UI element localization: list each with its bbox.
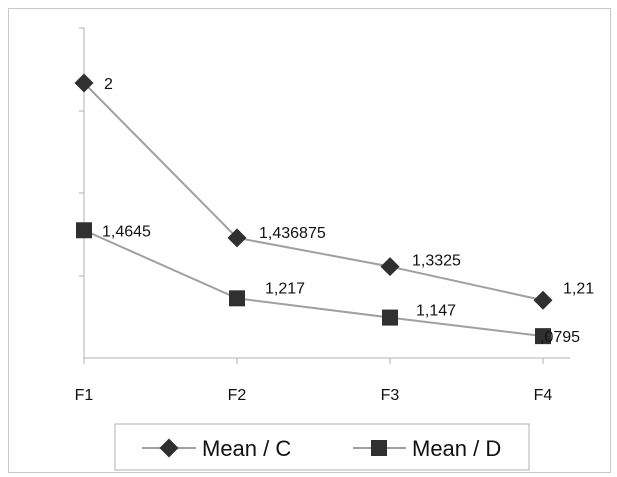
data-label: 1,21 (563, 280, 594, 297)
axis-layer: F1 F2 F3 F4 (75, 27, 570, 404)
data-label: 1,3325 (412, 253, 461, 270)
diamond-marker (533, 290, 553, 310)
series-markers (74, 73, 553, 345)
x-tick-label: F2 (228, 387, 247, 404)
square-marker (76, 222, 92, 239)
data-label: 1,147 (416, 303, 456, 320)
legend-label: Mean / C (202, 436, 291, 461)
series-line-mean-c (83, 82, 544, 302)
data-label: 1,436875 (259, 225, 326, 242)
data-labels: 2 1,436875 1,3325 1,21 1,4645 1,217 1,147 ,0795 (102, 76, 594, 346)
legend-square-marker (371, 440, 387, 456)
x-tick-label: F4 (534, 387, 553, 404)
square-marker (535, 328, 551, 345)
diamond-marker (227, 228, 247, 248)
legend-diamond-marker (159, 438, 179, 458)
legend-label: Mean / D (412, 436, 501, 461)
diamond-marker (380, 257, 400, 277)
square-marker (229, 290, 245, 307)
data-label: 1,4645 (102, 223, 151, 240)
data-label: 2 (104, 76, 113, 93)
x-tick-label: F3 (381, 387, 400, 404)
series-line-mean-d (83, 229, 544, 338)
legend: Mean / C Mean / D (114, 423, 530, 471)
data-label: ,0795 (540, 329, 580, 346)
series-lines (83, 82, 544, 338)
square-marker (382, 309, 398, 326)
data-label: 1,217 (265, 280, 305, 297)
diamond-marker (74, 73, 94, 93)
x-tick-label: F1 (75, 387, 94, 404)
